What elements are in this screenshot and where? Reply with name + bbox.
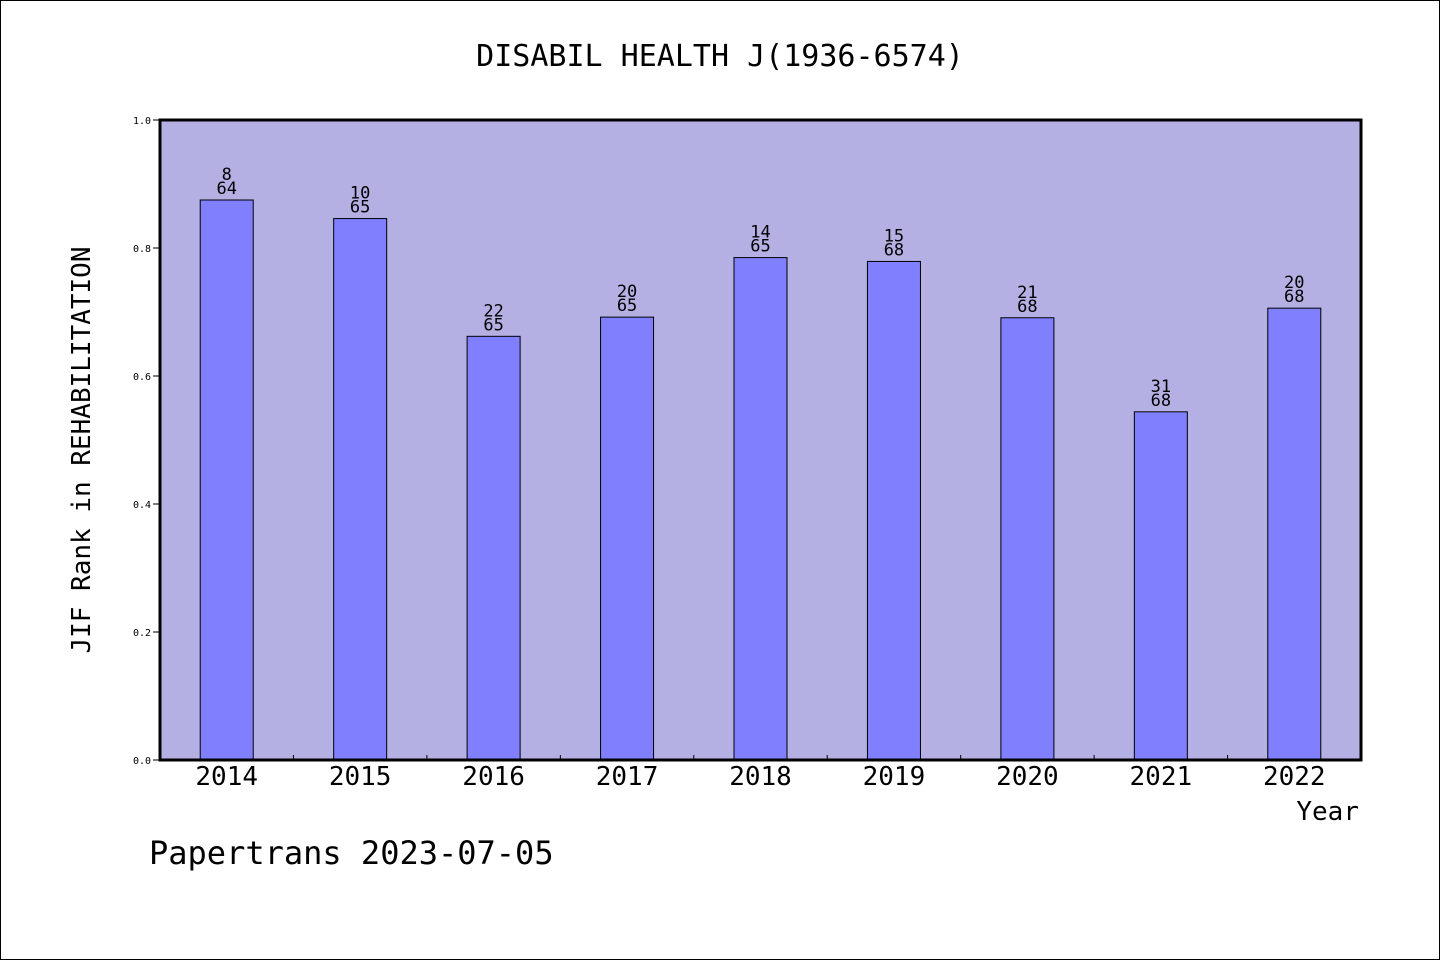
bar-2018 [733, 257, 788, 761]
total-label-2014: 64 [216, 179, 236, 199]
bar-2019 [866, 260, 921, 761]
rank-label-2017: 20 [617, 282, 637, 302]
y-axis-label: JIF Rank in REHABILITATION [67, 247, 97, 654]
total-label-2016: 65 [483, 315, 503, 335]
x-tick-label-2014: 2014 [195, 762, 258, 792]
plot-border [158, 118, 1363, 762]
bar-2017 [600, 316, 655, 761]
rank-label-2021: 31 [1151, 377, 1171, 397]
x-tick-label-2015: 2015 [329, 762, 392, 792]
x-tick-label-2016: 2016 [462, 762, 525, 792]
total-label-2019: 68 [884, 240, 904, 260]
total-label-2022: 68 [1284, 287, 1304, 307]
x-axis-label: Year [1296, 797, 1359, 827]
rank-label-2014: 8 [222, 165, 232, 185]
rank-label-2022: 20 [1284, 273, 1304, 293]
total-label-2020: 68 [1017, 297, 1037, 317]
x-tick-label-2021: 2021 [1130, 762, 1193, 792]
x-tick-label-2018: 2018 [729, 762, 792, 792]
rank-label-2019: 15 [884, 226, 904, 246]
y-tick-label: 0.8 [133, 244, 151, 255]
bars-layer [199, 199, 1322, 761]
bar-2020 [1000, 317, 1055, 761]
total-label-2017: 65 [617, 296, 637, 316]
rank-label-2020: 21 [1017, 283, 1037, 303]
y-tick-label: 0.2 [133, 628, 151, 639]
x-axis: 2014 2015 2016 2017 2018 2019 2020 2021 2022 [195, 755, 1326, 792]
x-tick-label-2020: 2020 [996, 762, 1059, 792]
x-tick-label-2022: 2022 [1263, 762, 1326, 792]
footer-credit: Papertrans 2023-07-05 [149, 834, 554, 872]
y-tick-label: 0.0 [133, 756, 151, 767]
rank-label-2016: 22 [483, 301, 503, 321]
bar-2022 [1267, 307, 1322, 761]
rank-label-2018: 14 [750, 223, 770, 243]
total-label-2018: 65 [750, 237, 770, 257]
total-label-2021: 68 [1151, 391, 1171, 411]
y-tick-label: 0.6 [133, 372, 151, 383]
chart-title: DISABIL HEALTH J(1936-6574) [476, 39, 964, 74]
x-tick-label-2017: 2017 [596, 762, 659, 792]
y-tick-label: 1.0 [133, 116, 151, 127]
bar-2014 [199, 199, 254, 761]
bar-2016 [466, 335, 521, 761]
y-tick-label: 0.4 [133, 500, 151, 511]
bar-2021 [1133, 411, 1188, 761]
rank-label-2015: 10 [350, 184, 370, 204]
total-label-2015: 65 [350, 198, 370, 218]
bar-2015 [333, 218, 388, 761]
y-axis: 0.0 0.2 0.4 0.6 0.8 1.0 [133, 116, 160, 767]
x-tick-label-2019: 2019 [863, 762, 926, 792]
